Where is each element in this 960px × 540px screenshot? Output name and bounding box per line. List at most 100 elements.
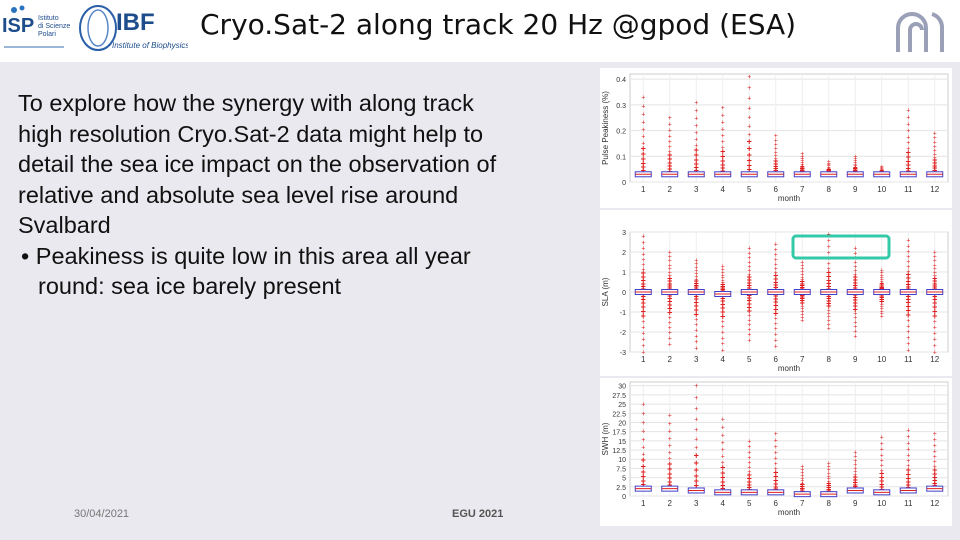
outlier-mark: +	[853, 161, 857, 168]
outlier-mark: +	[721, 424, 725, 431]
peakiness-chart: 00.10.20.30.41++++++++++++++2+++++++++++…	[600, 68, 952, 208]
outlier-mark: +	[668, 128, 672, 135]
outlier-mark: +	[853, 278, 858, 288]
y-tick-label: 0	[622, 180, 626, 187]
x-tick-label: 8	[827, 355, 832, 364]
outlier-mark: +	[721, 324, 725, 331]
outlier-mark: +	[800, 277, 805, 287]
outlier-mark: +	[668, 429, 672, 436]
outlier-mark: +	[800, 473, 804, 480]
outlier-mark: +	[694, 297, 699, 307]
outlier-mark: +	[853, 475, 858, 485]
outlier-mark: +	[853, 250, 857, 257]
outlier-mark: +	[800, 282, 805, 292]
outlier-mark: +	[667, 150, 672, 160]
outlier-mark: +	[800, 281, 805, 291]
outlier-mark: +	[800, 266, 804, 273]
outlier-mark: +	[906, 329, 910, 336]
outlier-mark: +	[694, 150, 699, 160]
outlier-mark: +	[773, 304, 778, 314]
outlier-mark: +	[668, 320, 672, 327]
bullet-text: Peakiness is quite low in this area all …	[35, 242, 471, 300]
x-tick-label: 1	[641, 355, 646, 364]
outlier-mark: +	[826, 486, 831, 496]
outlier-mark: +	[800, 277, 804, 284]
outlier-mark: +	[932, 478, 937, 488]
y-tick-label: 12.5	[612, 448, 626, 455]
outlier-mark: +	[853, 469, 857, 476]
outlier-mark: +	[668, 413, 672, 420]
outlier-mark: +	[694, 284, 699, 294]
x-tick-label: 2	[668, 499, 673, 508]
x-tick-label: 3	[694, 185, 699, 194]
outlier-mark: +	[800, 160, 804, 167]
outlier-mark: +	[721, 126, 725, 133]
outlier-mark: +	[933, 459, 937, 466]
outlier-mark: +	[800, 482, 805, 492]
outlier-mark: +	[800, 263, 804, 270]
outlier-mark: +	[932, 473, 937, 483]
outlier-mark: +	[906, 152, 911, 162]
outlier-mark: +	[879, 476, 884, 486]
x-tick-label: 11	[904, 185, 913, 194]
outlier-mark: +	[879, 296, 884, 306]
outlier-mark: +	[906, 318, 910, 325]
x-tick-label: 12	[930, 185, 939, 194]
outlier-mark: +	[694, 328, 698, 335]
outlier-mark: +	[880, 467, 884, 474]
outlier-mark: +	[721, 275, 725, 282]
outlier-mark: +	[879, 294, 884, 304]
outlier-mark: +	[800, 318, 804, 325]
outlier-mark: +	[906, 453, 910, 460]
outlier-mark: +	[747, 469, 751, 476]
x-axis-label: month	[778, 508, 800, 517]
outlier-mark: +	[933, 155, 937, 162]
outlier-mark: +	[720, 285, 725, 295]
outlier-mark: +	[906, 477, 911, 487]
outlier-mark: +	[747, 137, 752, 147]
outlier-mark: +	[747, 281, 752, 291]
outlier-mark: +	[667, 283, 672, 293]
outlier-mark: +	[906, 447, 910, 454]
outlier-mark: +	[826, 165, 831, 175]
outlier-mark: +	[827, 473, 831, 480]
outlier-mark: +	[880, 447, 884, 454]
x-tick-label: 5	[747, 185, 752, 194]
outlier-mark: +	[667, 281, 672, 291]
outlier-mark: +	[774, 455, 778, 462]
outlier-mark: +	[879, 284, 884, 294]
outlier-mark: +	[641, 479, 646, 489]
x-tick-label: 5	[747, 499, 752, 508]
outlier-mark: +	[720, 468, 725, 478]
outlier-mark: +	[800, 260, 804, 267]
outlier-mark: +	[641, 292, 646, 302]
outlier-mark: +	[694, 276, 699, 286]
outlier-mark: +	[879, 469, 884, 479]
outlier-mark: +	[668, 336, 672, 343]
outlier-mark: +	[800, 163, 804, 170]
outlier-mark: +	[720, 156, 725, 166]
outlier-mark: +	[853, 324, 857, 331]
outlier-mark: +	[774, 153, 778, 160]
outlier-mark: +	[774, 332, 778, 339]
outlier-mark: +	[933, 254, 937, 261]
outlier-mark: +	[800, 284, 805, 294]
outlier-mark: +	[747, 272, 751, 279]
outlier-mark: +	[641, 240, 645, 247]
outlier-mark: +	[853, 480, 858, 490]
outlier-mark: +	[721, 280, 725, 287]
outlier-mark: +	[720, 463, 725, 473]
outlier-mark: +	[906, 335, 910, 342]
outlier-mark: +	[932, 158, 937, 168]
y-tick-label: 1	[622, 270, 626, 277]
outlier-mark: +	[747, 275, 752, 285]
outlier-mark: +	[641, 420, 645, 427]
outlier-mark: +	[694, 155, 699, 165]
outlier-mark: +	[906, 298, 911, 308]
outlier-mark: +	[721, 447, 725, 454]
outlier-mark: +	[694, 346, 698, 353]
outlier-mark: +	[906, 259, 910, 266]
y-tick-label: 22.5	[612, 411, 626, 418]
outlier-mark: +	[774, 444, 778, 451]
outlier-mark: +	[747, 268, 751, 275]
